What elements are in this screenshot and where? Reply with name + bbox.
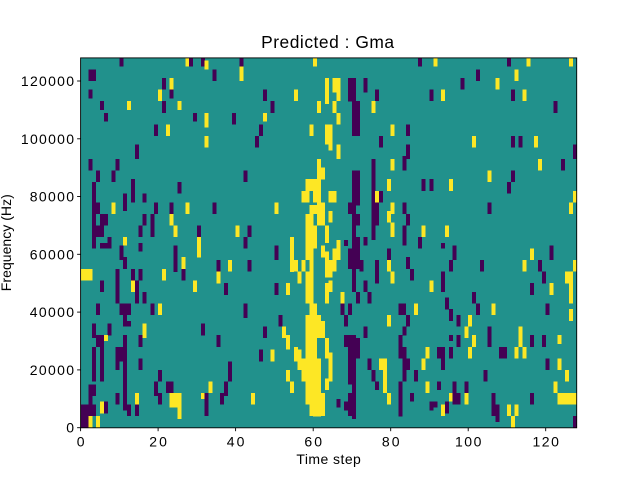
svg-text:120: 120: [532, 434, 559, 450]
svg-text:Frequency (Hz): Frequency (Hz): [0, 194, 14, 291]
svg-text:80: 80: [382, 434, 400, 450]
svg-text:0: 0: [77, 434, 85, 450]
svg-text:20: 20: [149, 434, 167, 450]
svg-text:40000: 40000: [30, 304, 74, 320]
svg-text:Time step: Time step: [296, 451, 361, 467]
svg-text:20000: 20000: [30, 362, 74, 378]
svg-text:Predicted : Gma: Predicted : Gma: [261, 32, 394, 52]
svg-text:100000: 100000: [21, 131, 74, 147]
svg-text:0: 0: [66, 420, 74, 436]
svg-text:100: 100: [455, 434, 482, 450]
svg-text:60: 60: [304, 434, 322, 450]
svg-text:120000: 120000: [21, 73, 74, 89]
svg-text:60000: 60000: [30, 246, 74, 262]
svg-text:40: 40: [227, 434, 245, 450]
svg-text:80000: 80000: [30, 189, 74, 205]
